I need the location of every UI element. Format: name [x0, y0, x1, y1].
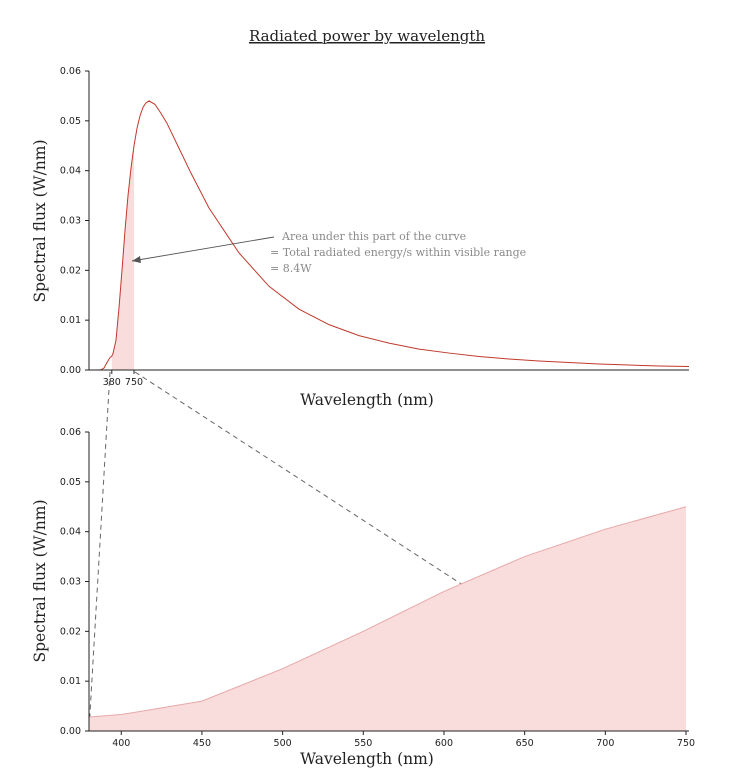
- top-x-ticks: 380 750: [103, 370, 143, 388]
- top-y-tick-label: 0.06: [60, 66, 81, 77]
- top-x-axis-title: Wavelength (nm): [300, 391, 434, 409]
- zoom-connector-left: [88, 371, 111, 731]
- bottom-x-tick-label: 700: [596, 738, 614, 749]
- bottom-x-tick-label: 650: [516, 738, 534, 749]
- annotation-line-2: = Total radiated energy/s within visible…: [270, 246, 526, 259]
- bottom-y-tick-label: 0.04: [60, 527, 81, 538]
- top-y-tick-label: 0.04: [60, 166, 81, 177]
- bottom-x-tick-label: 600: [435, 738, 453, 749]
- top-y-ticks: 0.00 0.01 0.02 0.03 0.04 0.05 0.06: [60, 66, 89, 376]
- bottom-y-ticks: 0.00 0.01 0.02 0.03 0.04 0.05 0.06: [60, 427, 89, 737]
- top-y-tick-label: 0.05: [60, 116, 81, 127]
- bottom-y-tick-label: 0.00: [60, 726, 81, 737]
- top-visible-area-fill: [111, 145, 134, 370]
- bottom-y-tick-label: 0.02: [60, 626, 81, 637]
- bottom-y-tick-label: 0.03: [60, 577, 81, 588]
- annotation-arrowhead-icon: [132, 256, 141, 263]
- bottom-y-tick-label: 0.01: [60, 676, 81, 687]
- bottom-y-tick-label: 0.06: [60, 427, 81, 438]
- bottom-x-tick-label: 400: [112, 738, 130, 749]
- annotation-line-1: Area under this part of the curve: [281, 230, 466, 243]
- bottom-x-tick-label: 450: [193, 738, 211, 749]
- bottom-x-tick-label: 550: [354, 738, 372, 749]
- top-x-tick-label: 380: [103, 377, 121, 388]
- chart-title: Radiated power by wavelength: [249, 27, 485, 45]
- top-y-tick-label: 0.02: [60, 265, 81, 276]
- top-y-tick-label: 0.01: [60, 315, 81, 326]
- top-x-tick-label: 750: [125, 377, 143, 388]
- bottom-y-axis-title: Spectral flux (W/nm): [31, 499, 49, 662]
- bottom-series-fill: [89, 506, 686, 731]
- bottom-x-axis-title: Wavelength (nm): [300, 750, 434, 768]
- top-chart: 0.00 0.01 0.02 0.03 0.04 0.05 0.06 380 750 Wave…: [31, 66, 690, 409]
- bottom-chart: 0.00 0.01 0.02 0.03 0.04 0.05 0.06 400 450 500 55…: [31, 427, 695, 768]
- zoom-connector-right: [134, 371, 687, 731]
- top-y-tick-label: 0.03: [60, 216, 81, 227]
- annotation-line-3: = 8.4W: [270, 262, 312, 275]
- bottom-series-line: [88, 506, 687, 718]
- top-series-line: [89, 100, 690, 371]
- annotation-arrow-line: [131, 236, 275, 262]
- bottom-x-ticks: 400 450 500 550 600 650 700 750: [112, 731, 695, 749]
- bottom-x-tick-label: 750: [677, 738, 695, 749]
- bottom-x-tick-label: 500: [274, 738, 292, 749]
- top-y-axis-title: Spectral flux (W/nm): [31, 139, 49, 302]
- bottom-y-tick-label: 0.05: [60, 477, 81, 488]
- top-y-tick-label: 0.00: [60, 365, 81, 376]
